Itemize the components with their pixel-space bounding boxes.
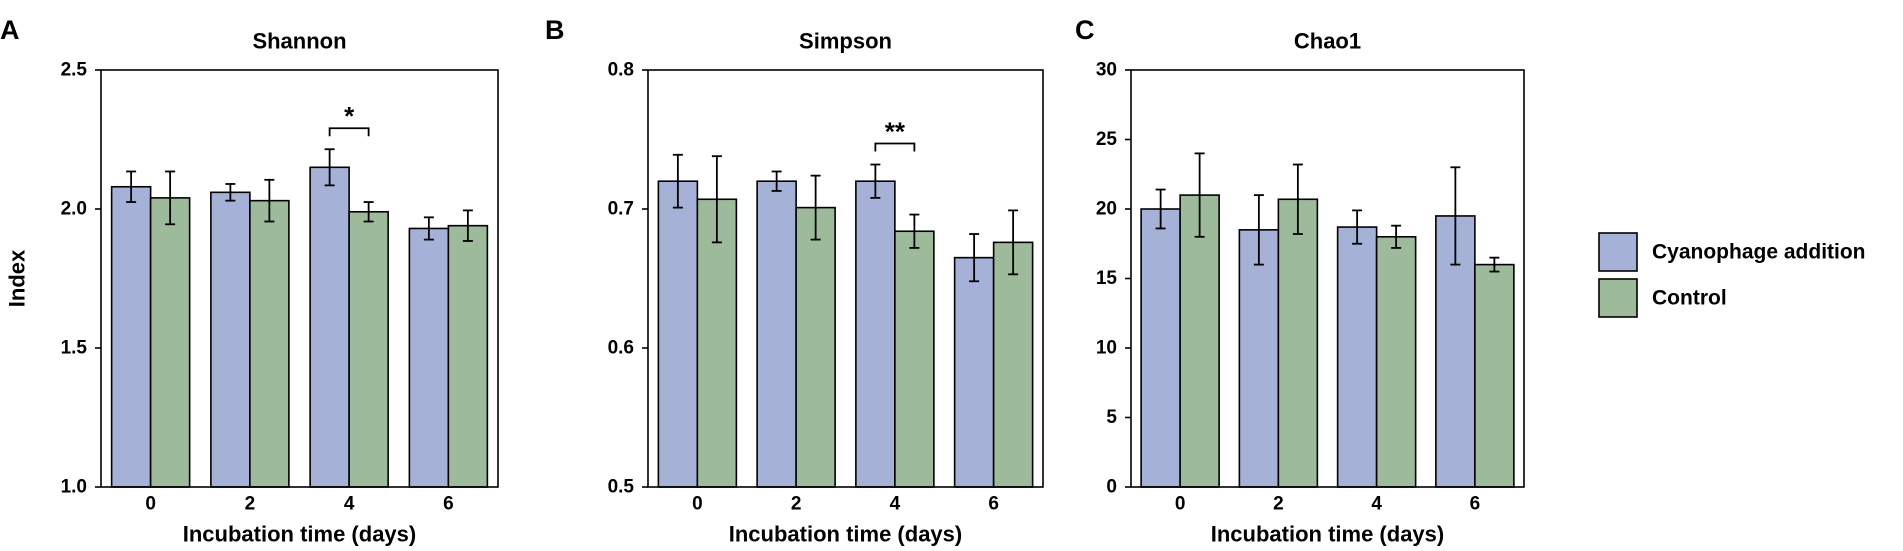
- y-tick-label: 2.5: [61, 60, 88, 81]
- bar-cyanophage-day2: [1238, 229, 1280, 488]
- bar-cyanophage-day6: [953, 256, 995, 488]
- bar-control-day4: [894, 230, 935, 488]
- x-tick-label: 4: [890, 494, 901, 515]
- x-tick-label: 2: [1273, 494, 1284, 515]
- bar-control-day0: [149, 197, 191, 488]
- error-bar-control-day6: [462, 209, 473, 242]
- bar-control-day4: [1375, 236, 1417, 488]
- bar-control-day0: [696, 198, 738, 488]
- error-bar-control-day2: [264, 178, 275, 223]
- significance-bracket: [328, 127, 370, 137]
- error-bar-control-day6: [1489, 256, 1500, 273]
- x-axis-label: Incubation time (days): [183, 522, 416, 547]
- x-tick-label: 6: [443, 494, 454, 515]
- legend: Cyanophage addition Control: [1598, 232, 1866, 318]
- x-tick-label: 6: [988, 494, 999, 515]
- error-bar-control-day0: [165, 170, 176, 226]
- panel-letter: A: [0, 15, 20, 45]
- bar-cyanophage-day2: [210, 191, 251, 488]
- error-bar-control-day0: [1194, 152, 1205, 238]
- chart-title: Chao1: [1294, 29, 1361, 54]
- error-bar-cyanophage-day2: [1253, 194, 1264, 266]
- bar-cyanophage-day6: [408, 227, 450, 488]
- x-tick-label: 0: [145, 494, 156, 515]
- y-tick-label: 0.7: [608, 199, 634, 220]
- bar-cyanophage-day0: [657, 180, 699, 488]
- error-bar-cyanophage-day2: [225, 183, 236, 202]
- legend-swatch-control: [1598, 278, 1638, 318]
- bar-control-day6: [447, 224, 489, 488]
- x-tick-label: 4: [344, 494, 355, 515]
- bar-control-day6: [992, 241, 1034, 488]
- error-bar-control-day4: [909, 213, 920, 249]
- panel-c: C Chao1 0 2 4 6 0 5 10 15 20 25 30 Incubation time (d…: [1075, 15, 1525, 547]
- x-tick-label: 6: [1470, 494, 1481, 515]
- x-tick-label: 2: [245, 494, 256, 515]
- bar-control-day2: [249, 199, 290, 488]
- error-bar-cyanophage-day2: [771, 170, 782, 192]
- y-tick-label: 0.6: [608, 338, 634, 359]
- error-bar-cyanophage-day0: [672, 153, 683, 209]
- error-bar-cyanophage-day0: [126, 170, 137, 203]
- error-bar-cyanophage-day4: [870, 163, 881, 199]
- y-tick-label: 20: [1096, 199, 1117, 220]
- error-bar-cyanophage-day6: [969, 233, 980, 283]
- y-tick-label: 0.5: [608, 477, 635, 498]
- x-tick-label: 2: [791, 494, 802, 515]
- y-tick-label: 30: [1096, 60, 1117, 81]
- bar-cyanophage-day2: [756, 180, 797, 488]
- x-axis-label: Incubation time (days): [729, 522, 962, 547]
- error-bar-cyanophage-day4: [1352, 209, 1363, 245]
- y-tick-label: 0.8: [608, 60, 634, 81]
- legend-label: Cyanophage addition: [1652, 241, 1866, 264]
- error-bar-control-day4: [1391, 224, 1402, 249]
- y-tick-label: 25: [1096, 129, 1118, 150]
- bar-control-day4: [348, 210, 389, 488]
- bar-cyanophage-day0: [1140, 208, 1181, 488]
- y-tick-label: 5: [1106, 407, 1117, 428]
- error-bar-cyanophage-day6: [1450, 166, 1461, 266]
- y-tick-label: 1.5: [61, 338, 88, 359]
- error-bar-cyanophage-day4: [324, 148, 335, 187]
- legend-label: Control: [1652, 287, 1727, 310]
- error-bar-control-day2: [810, 174, 821, 241]
- bar-control-day2: [1277, 198, 1319, 488]
- bar-control-day0: [1179, 194, 1220, 488]
- x-tick-label: 4: [1371, 494, 1382, 515]
- significance-marker: **: [885, 117, 906, 147]
- y-tick-label: 0: [1106, 477, 1117, 498]
- panel-letter: C: [1075, 15, 1095, 45]
- x-tick-label: 0: [1175, 494, 1186, 515]
- bar-cyanophage-day4: [309, 166, 350, 488]
- x-axis-label: Incubation time (days): [1211, 522, 1444, 547]
- panel-letter: B: [545, 15, 565, 45]
- significance-marker: *: [344, 101, 355, 131]
- y-tick-label: 15: [1096, 268, 1118, 289]
- y-axis-label: Index: [5, 249, 30, 307]
- error-bar-cyanophage-day0: [1155, 188, 1166, 230]
- y-tick-label: 1.0: [61, 477, 87, 498]
- significance-bracket: [874, 142, 916, 152]
- error-bar-control-day2: [1292, 163, 1303, 235]
- error-bar-control-day6: [1008, 209, 1019, 276]
- panel-b: B Simpson 0 2 4 6 ** 0.5 0.6 0.7 0.8 Incubation tim…: [545, 15, 1044, 547]
- bar-cyanophage-day4: [1336, 226, 1378, 488]
- bar-cyanophage-day4: [855, 180, 896, 488]
- error-bar-control-day0: [711, 155, 722, 244]
- bar-cyanophage-day0: [110, 185, 152, 488]
- y-tick-label: 2.0: [61, 199, 87, 220]
- plot-frame: [647, 69, 1044, 488]
- error-bar-control-day4: [363, 201, 374, 223]
- chart-title: Shannon: [252, 29, 346, 54]
- bar-control-day2: [795, 206, 836, 488]
- error-bar-cyanophage-day6: [423, 216, 434, 241]
- panel-a: A Shannon 0 2 4 6 * 1.0 1.5 2.0 2.5 Incubation time…: [0, 15, 499, 547]
- y-tick-label: 10: [1096, 338, 1117, 359]
- chart-title: Simpson: [799, 29, 892, 54]
- x-tick-label: 0: [692, 494, 703, 515]
- legend-swatch-cyanophage: [1598, 232, 1638, 272]
- plot-frame: [100, 69, 499, 488]
- bar-control-day6: [1474, 263, 1515, 488]
